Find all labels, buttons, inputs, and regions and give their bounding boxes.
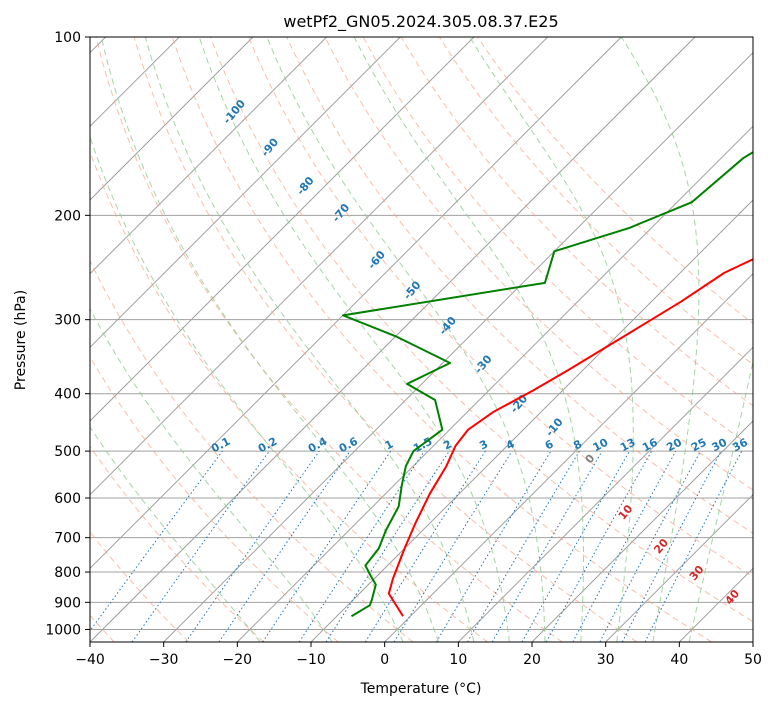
mixing-ratio-line	[491, 450, 603, 642]
mixing-ratio-label: 30	[710, 436, 730, 455]
x-axis-label: Temperature (°C)	[360, 681, 482, 697]
isotherm-line	[531, 420, 753, 642]
y-tick-label: 1000	[45, 622, 81, 638]
mixing-ratio-label: 16	[640, 436, 660, 455]
mixing-ratio-line	[521, 450, 630, 642]
dry-adiabat-line	[362, 37, 753, 449]
isotherm-line	[90, 37, 254, 201]
x-tick-label: 30	[597, 652, 615, 668]
isotherm-line	[384, 272, 753, 642]
y-tick-label: 800	[54, 565, 81, 581]
moist-adiabat-line	[621, 37, 700, 642]
isotherm-line	[90, 37, 401, 349]
mixing-ratio-line	[364, 450, 486, 642]
mixing-ratio-line	[218, 450, 351, 642]
y-axis-label: Pressure (hPa)	[13, 290, 29, 390]
isotherm-line	[90, 37, 328, 275]
isotherm-line	[90, 37, 622, 570]
dry-adiabat-line	[90, 445, 264, 642]
mixing-ratio-line	[545, 450, 653, 642]
dry-adiabat-line	[248, 37, 753, 578]
plot-area: 0.1 0.2 0.4 0.6 1 1.5 2 3 4 6 8 10 13 16 20 25 30 36-100-…	[90, 37, 753, 642]
temperature-profile-line	[387, 258, 753, 617]
y-tick-label: 300	[54, 313, 81, 329]
y-tick-label: 900	[54, 595, 81, 611]
y-tick-label: 100	[54, 30, 81, 46]
mixing-ratio-line	[393, 450, 513, 642]
x-tick-label: 20	[523, 652, 541, 668]
dewpoint-profile-line	[341, 150, 753, 618]
axes: −40 −30 −20 −10 0 10 20 30 40 50 100 200 300 400 500 60…	[45, 30, 762, 668]
moist-adiabat-line	[90, 307, 333, 642]
mixing-ratio-line	[131, 450, 270, 642]
dry-adiabat-line	[90, 259, 414, 642]
moist-adiabat-line	[90, 426, 261, 642]
x-tick-label: 40	[670, 652, 688, 668]
mixing-ratio-label: 36	[730, 436, 750, 455]
moist-adiabat-line	[469, 37, 634, 642]
mixing-ratio-label: 10	[591, 435, 611, 454]
mixing-ratio-label: 13	[618, 436, 638, 455]
dry-adiabat-line	[95, 37, 563, 642]
dry-adiabat-line	[400, 37, 753, 407]
dry-adiabat-line	[133, 37, 638, 642]
x-tick-label: −30	[149, 652, 179, 668]
moist-adiabat-line	[144, 37, 475, 642]
mixing-ratio-label: 20	[664, 435, 684, 454]
moist-adiabat-line	[90, 135, 404, 642]
x-tick-label: −40	[75, 652, 105, 668]
mixing-ratio-line	[325, 450, 450, 642]
y-tick-label: 500	[54, 444, 81, 460]
plot-frame	[89, 36, 754, 643]
mixing-ratio-line	[185, 450, 320, 642]
moist-adiabat-line	[100, 37, 439, 642]
isotherm-line	[90, 37, 475, 422]
isotherm-line	[457, 346, 753, 642]
mixing-ratio-line	[435, 450, 552, 642]
isotherm-line	[163, 51, 753, 642]
dry-adiabat-line	[477, 37, 753, 325]
dry-adiabat-line	[324, 37, 753, 491]
isotherm-line	[90, 37, 549, 496]
y-tick-label: 700	[54, 531, 81, 547]
dry-adiabat-line	[171, 37, 712, 642]
mixing-ratio-line	[572, 450, 677, 642]
moist-adiabat-line	[198, 37, 510, 642]
moist-adiabat-line	[266, 37, 546, 642]
isotherm-line	[236, 125, 753, 642]
isotherm-line	[90, 37, 696, 642]
moist-adiabat-line	[688, 359, 753, 642]
plot-background	[90, 37, 753, 642]
x-tick-label: 0	[380, 652, 389, 668]
mixing-ratio-label: 25	[689, 436, 709, 455]
y-tick-label: 200	[54, 208, 81, 224]
isotherm-line	[605, 493, 753, 642]
moist-adiabat-line	[353, 37, 584, 642]
x-tick-label: −10	[296, 652, 326, 668]
y-tick-label: 600	[54, 491, 81, 507]
x-tick-label: −20	[223, 652, 253, 668]
y-tick-label: 400	[54, 387, 81, 403]
x-tick-label: 10	[449, 652, 467, 668]
mixing-ratio-line	[90, 450, 223, 632]
x-tick-label: 50	[744, 652, 762, 668]
chart-title: wetPf2_GN05.2024.305.08.37.E25	[283, 12, 558, 32]
mixing-ratio-line	[467, 450, 580, 642]
